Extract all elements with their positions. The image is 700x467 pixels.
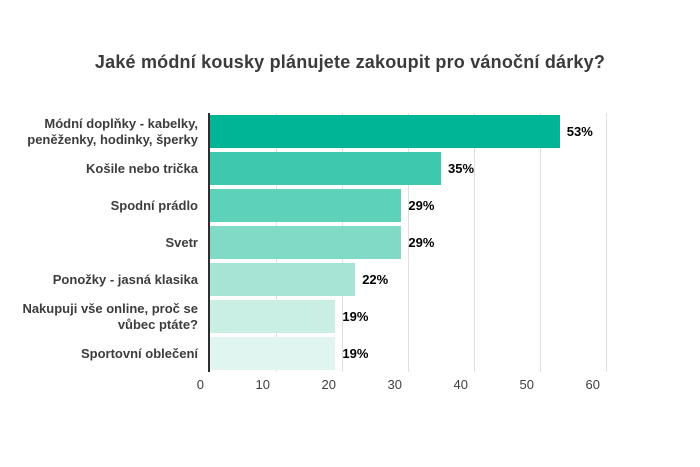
bar [210, 300, 336, 333]
gridline [408, 113, 409, 372]
category-label: Spodní prádlo [0, 187, 208, 224]
gridline [540, 113, 541, 372]
value-label: 19% [342, 309, 369, 324]
bar-row: 19% [210, 298, 648, 335]
category-label-line: Ponožky - jasná klasika [52, 271, 198, 287]
category-label-line: vůbec ptáte? [117, 316, 198, 332]
value-label: 35% [448, 161, 475, 176]
value-label: 19% [342, 346, 369, 361]
category-label-line: Sportovní oblečení [80, 345, 198, 361]
x-axis-tick-label: 10 [255, 377, 270, 392]
x-axis-tick-label: 60 [585, 377, 600, 392]
category-label-line: Svetr [165, 234, 198, 250]
chart-title: Jaké módní kousky plánujete zakoupit pro… [94, 52, 606, 72]
x-axis-tick-label: 0 [196, 377, 204, 392]
bar-chart: Módní doplňky - kabelky, peněženky, hodin… [0, 113, 700, 396]
x-axis-tick-label: 40 [453, 377, 468, 392]
x-axis: 0 10 20 30 40 50 60 [197, 372, 646, 396]
gridline [606, 113, 607, 372]
x-axis-tick-label: 50 [519, 377, 534, 392]
bar [210, 189, 402, 222]
bar-row: 53% [210, 113, 648, 150]
category-label: Módní doplňky - kabelky, peněženky, hodin… [0, 113, 208, 150]
bar-row: 35% [210, 150, 648, 187]
bar [210, 115, 560, 148]
bar-row: 22% [210, 261, 648, 298]
category-label-line: Módní doplňky - kabelky, [44, 115, 198, 131]
category-label: Nakupuji vše online, proč se vůbec ptáte? [0, 298, 208, 335]
bar-row: 19% [210, 335, 648, 372]
category-label-line: Nakupuji vše online, proč se [22, 300, 198, 316]
gridline [474, 113, 475, 372]
bar [210, 152, 441, 185]
category-label-line: Spodní prádlo [110, 197, 198, 213]
value-label: 22% [362, 272, 389, 287]
value-label: 29% [408, 198, 435, 213]
category-label: Ponožky - jasná klasika [0, 261, 208, 298]
x-axis-tick-label: 30 [387, 377, 402, 392]
bar [210, 226, 402, 259]
category-label-column: Módní doplňky - kabelky, peněženky, hodin… [0, 113, 208, 396]
category-label: Svetr [0, 224, 208, 261]
plot-area: 53% 35% 29% 29% 22% 19% 19% [208, 113, 648, 372]
x-axis-tick-label: 20 [321, 377, 336, 392]
category-label-line: Košile nebo trička [86, 160, 198, 176]
value-label: 29% [408, 235, 435, 250]
category-label-line: peněženky, hodinky, šperky [27, 131, 198, 147]
bar [210, 337, 336, 370]
bar [210, 263, 356, 296]
category-label: Košile nebo trička [0, 150, 208, 187]
plot-wrap: 53% 35% 29% 29% 22% 19% 19% 0 10 20 30 40 50 6… [197, 113, 648, 396]
bar-row: 29% [210, 224, 648, 261]
category-label: Sportovní oblečení [0, 335, 208, 372]
bar-row: 29% [210, 187, 648, 224]
value-label: 53% [566, 124, 593, 139]
